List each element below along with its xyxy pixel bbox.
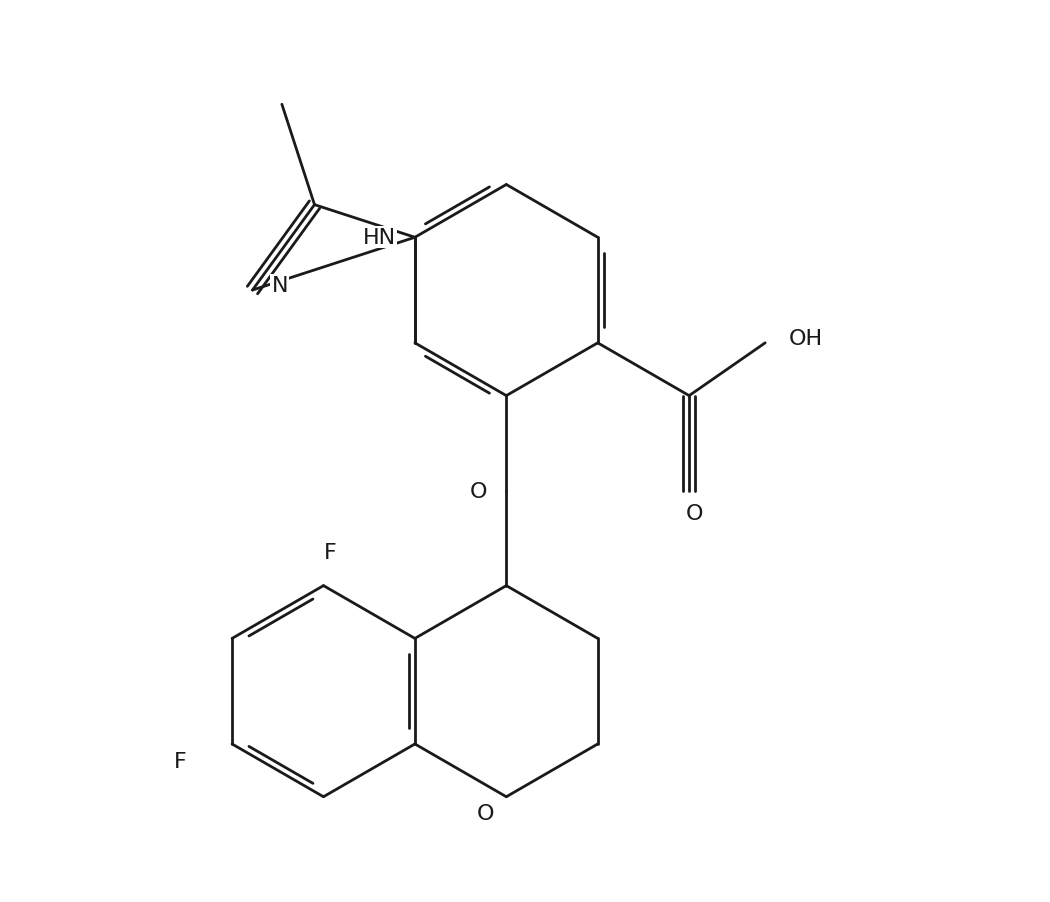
- Text: N: N: [272, 275, 288, 296]
- Text: O: O: [477, 803, 493, 823]
- Text: F: F: [323, 542, 336, 562]
- Text: HN: HN: [362, 228, 396, 248]
- Text: F: F: [174, 751, 187, 771]
- Text: O: O: [686, 503, 704, 524]
- Text: OH: OH: [789, 328, 822, 348]
- Text: O: O: [469, 481, 487, 502]
